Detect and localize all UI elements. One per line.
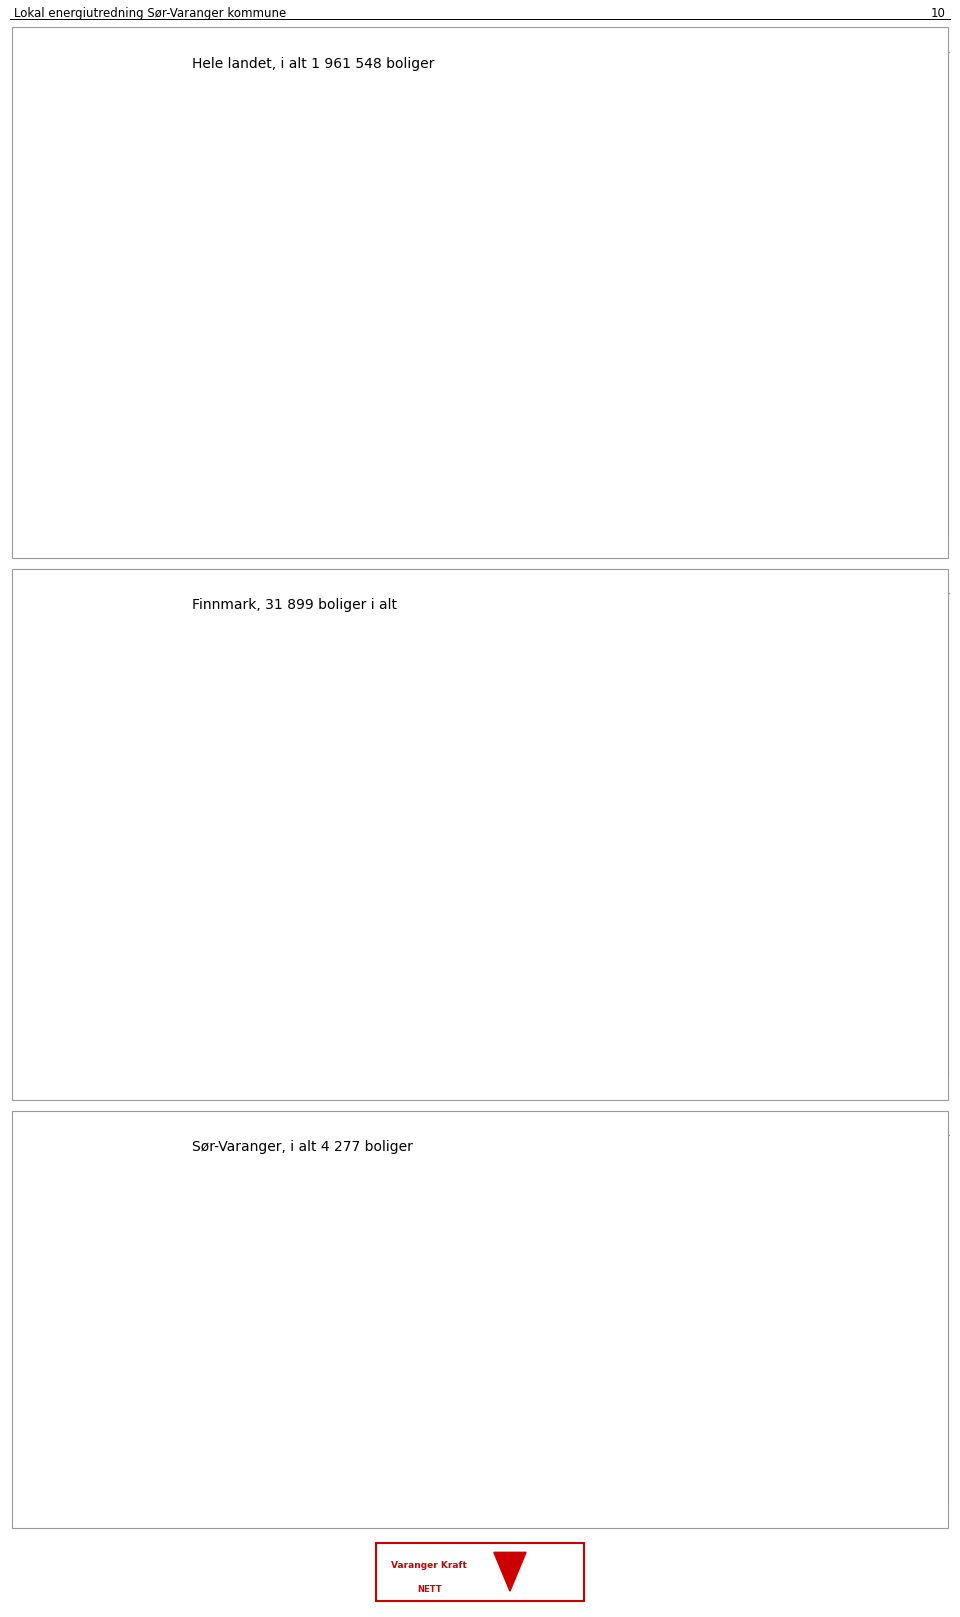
Text: 3 %: 3 % [370, 739, 394, 752]
Polygon shape [493, 1552, 526, 1591]
Text: 61 %: 61 % [124, 1012, 156, 1025]
Text: 3 %: 3 % [344, 1197, 368, 1210]
Wedge shape [206, 139, 357, 293]
Wedge shape [53, 736, 360, 988]
Text: 6 %: 6 % [388, 323, 412, 336]
Wedge shape [206, 293, 360, 349]
Wedge shape [206, 681, 336, 834]
Bar [439, 472, 457, 498]
Text: 22 %: 22 % [316, 134, 348, 147]
Text: 48 %: 48 % [130, 474, 161, 487]
Bar [439, 639, 457, 665]
Text: Lokal energiutredning Sør-Varanger kommune: Lokal energiutredning Sør-Varanger kommu… [14, 6, 287, 21]
Text: Varanger Kraft: Varanger Kraft [392, 1560, 468, 1570]
Wedge shape [60, 1172, 206, 1319]
Wedge shape [206, 752, 349, 834]
Bar [439, 715, 457, 742]
Bar [439, 1457, 457, 1476]
Text: NETT: NETT [417, 1585, 442, 1594]
Text: Elektriske ovner/varmekabler og ovner
for fast og/eller flytende brensel: Elektriske ovner/varmekabler og ovner fo… [460, 1360, 676, 1383]
Text: Andre kombinasjoner: Andre kombinasjoner [460, 1022, 578, 1032]
Wedge shape [59, 1302, 351, 1467]
Bar [439, 1290, 457, 1311]
Bar [439, 1362, 457, 1381]
Wedge shape [206, 1172, 314, 1319]
Text: Et annet system for oppvarming: Et annet system for oppvarming [460, 1297, 639, 1307]
Text: 49 %: 49 % [161, 1499, 193, 1512]
Text: 10: 10 [931, 6, 946, 21]
Wedge shape [206, 778, 360, 834]
Wedge shape [206, 264, 360, 293]
Text: 3 %: 3 % [390, 268, 414, 281]
Text: Andre kombinasjoner: Andre kombinasjoner [460, 1462, 578, 1471]
Bar [439, 1229, 457, 1248]
Text: 6 %: 6 % [388, 791, 412, 804]
Text: Ovner for fast eller flytende brensel: Ovner for fast eller flytende brensel [460, 1234, 660, 1243]
Bar [439, 97, 457, 123]
Wedge shape [206, 1240, 354, 1347]
Bar [439, 255, 457, 281]
Text: 23 %: 23 % [65, 1171, 98, 1184]
Text: Elektriske ovner/varmekabler og
ovner for fast og/eller flytende
brensel: Elektriske ovner/varmekabler og ovner fo… [460, 343, 640, 377]
Wedge shape [53, 254, 349, 446]
Bar [439, 173, 457, 201]
Wedge shape [206, 1219, 331, 1319]
Bar [439, 1014, 457, 1040]
Bar [439, 348, 457, 374]
Text: Finnmark, 31 899 boliger i alt: Finnmark, 31 899 boliger i alt [192, 598, 397, 613]
Bar [439, 797, 457, 823]
Text: Ovner for fast eller flytende
brensel: Ovner for fast eller flytende brensel [460, 176, 614, 197]
Text: Et annet system for oppvarming: Et annet system for oppvarming [460, 805, 639, 815]
Text: Elektriske ovner/varmekabler e.l.: Elektriske ovner/varmekabler e.l. [460, 1174, 644, 1184]
Text: 21 %: 21 % [70, 131, 102, 144]
Text: Elektriske ovner/varmekabler e.l.: Elektriske ovner/varmekabler e.l. [460, 105, 644, 115]
Text: Elektriske ovner/varmekabler og
ovner for fast og/eller flytende
brensel: Elektriske ovner/varmekabler og ovner fo… [460, 884, 640, 918]
Text: Andre kombinasjoner: Andre kombinasjoner [460, 480, 578, 490]
Text: 12 %: 12 % [376, 1277, 408, 1290]
Text: Hele landet, i alt 1 961 548 boliger: Hele landet, i alt 1 961 548 boliger [192, 57, 434, 71]
FancyBboxPatch shape [376, 1543, 584, 1601]
Bar [439, 889, 457, 915]
Text: Ovner for fast eller flytende
brensel: Ovner for fast eller flytende brensel [460, 718, 614, 739]
Text: 16 %: 16 % [285, 655, 317, 668]
Text: Sør-Varanger, i alt 4 277 boliger: Sør-Varanger, i alt 4 277 boliger [192, 1140, 413, 1155]
Bar [439, 1169, 457, 1190]
Wedge shape [88, 681, 206, 834]
Wedge shape [58, 139, 206, 293]
Text: 14 %: 14 % [107, 650, 138, 663]
Text: Et annet system for oppvarming: Et annet system for oppvarming [460, 264, 639, 273]
Text: 13 %: 13 % [266, 1140, 298, 1153]
Text: Elektriske ovner/varmekabler e.l.: Elektriske ovner/varmekabler e.l. [460, 647, 644, 657]
